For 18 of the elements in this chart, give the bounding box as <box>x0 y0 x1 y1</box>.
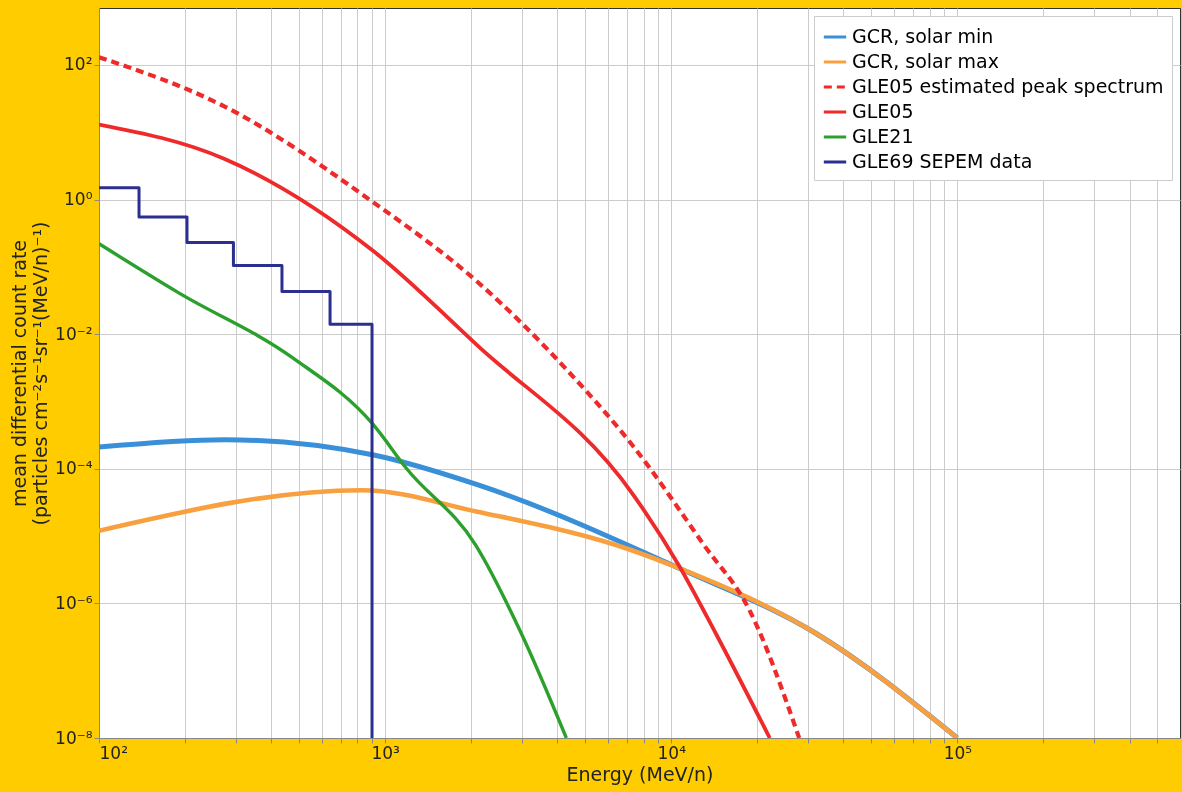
legend-label: GCR, solar min <box>852 25 994 47</box>
y-axis-title: mean differential count rate (particles cm⁻²s⁻¹sr⁻¹(MeV/n)⁻¹) <box>8 221 52 526</box>
y-tick-label: 10⁻² <box>55 323 93 344</box>
y-tick-label: 10⁻⁴ <box>55 458 93 479</box>
legend-label: GLE05 <box>852 100 914 122</box>
x-tick-label: 10² <box>99 742 128 763</box>
legend-label: GLE69 SEPEM data <box>852 150 1033 172</box>
x-tick-label: 10⁵ <box>943 742 973 763</box>
y-tick-label: 10⁻⁸ <box>55 727 93 748</box>
legend-label: GLE05 estimated peak spectrum <box>852 75 1164 97</box>
y-tick-label: 10⁻⁶ <box>55 592 93 613</box>
y-tick-label: 10² <box>64 54 93 75</box>
y-tick-label: 10⁰ <box>64 189 93 210</box>
legend-label: GLE21 <box>852 125 914 147</box>
legend-label: GCR, solar max <box>852 50 999 72</box>
x-tick-label: 10⁴ <box>657 742 687 763</box>
x-tick-label: 10³ <box>371 742 400 763</box>
x-axis-title: Energy (MeV/n) <box>566 762 714 785</box>
